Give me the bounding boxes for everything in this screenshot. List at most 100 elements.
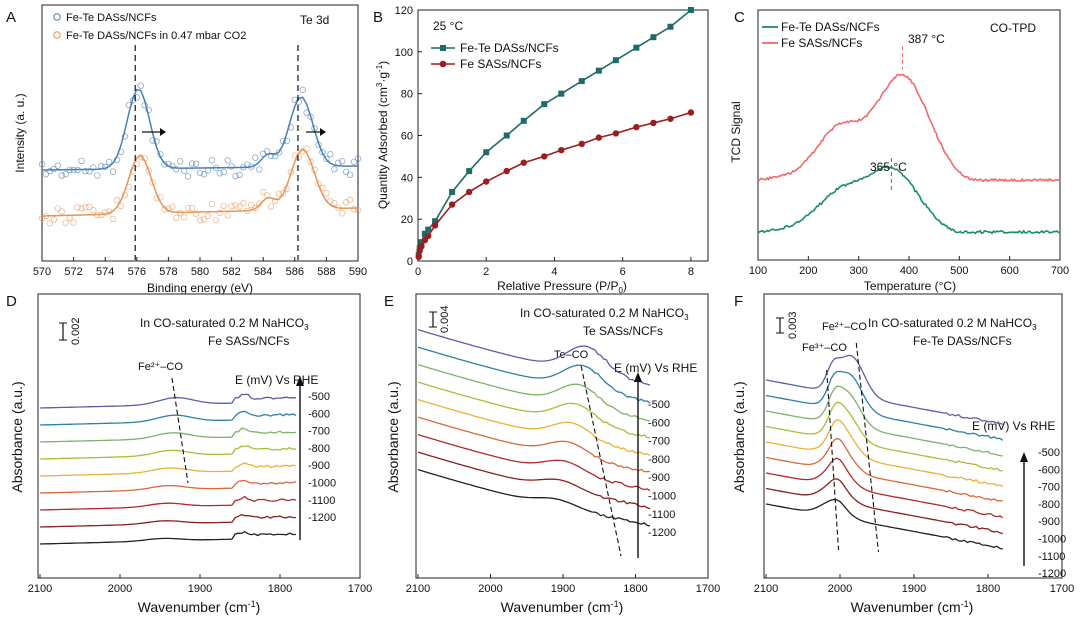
series-1-point [612,57,619,64]
potential-label: -800 [308,443,330,455]
panel-c-xticks: 100 200 300 400 500 600 700 [749,256,1069,277]
legend-b-marker-1 [440,45,446,51]
data-point-orange [271,197,279,204]
data-point-blue [275,149,283,156]
data-point-blue [236,171,243,178]
data-point-orange [50,216,57,223]
data-point-blue [224,157,231,164]
data-point-orange [208,200,216,208]
legend-a-label-2: Fe-Te DASs/NCFs in 0.47 mbar CO2 [66,30,246,42]
legend-a-label-1: Fe-Te DASs/NCFs [66,12,157,24]
spectrum-line [417,433,651,492]
panel-f-series [765,342,1004,553]
data-point-orange [173,214,180,222]
panel-b-annotation: 25 °C [433,19,463,33]
a-ticks-label: 588 [317,266,335,278]
data-point-orange [169,203,176,210]
series-1-point [503,132,510,139]
data-point-blue [354,155,362,162]
series-1-point [421,230,428,237]
panel-d-scalebar: 0.002 [59,317,82,345]
data-point-orange [200,216,208,223]
spectrum-line [417,363,651,422]
data-point-orange [58,208,65,215]
series-1-point [541,101,548,108]
a-ticks-label: 574 [96,266,114,278]
panel-f-frame [763,293,1063,579]
potential-label: -1100 [1038,551,1065,563]
f-ticks-label: 1800 [976,583,1000,595]
legend-b-marker-2 [439,60,447,68]
panel-b-xlabel: Relative Pressure (P/P0) [497,279,627,295]
data-point-blue [82,167,89,175]
a-ticks-label: 590 [349,266,367,278]
data-point-orange [70,219,77,226]
d-ticks-label: 1700 [348,583,372,595]
data-point-blue [42,171,50,178]
spectrum-line [417,381,651,439]
a-ticks-label: 582 [222,266,240,278]
series-1-point [558,90,565,97]
data-point-blue [188,160,196,167]
potential-label: -900 [648,472,670,484]
data-point-orange [260,188,267,196]
shift-arrow-head-1 [160,128,166,136]
fit-line-orange [41,148,359,217]
series-1-point [425,226,432,233]
f-ticks-label: 2000 [828,583,852,595]
panel-e-xticks: 2100 2000 1900 1800 1700 [406,574,720,595]
spectrum-line [39,513,297,528]
e-ticks-label: 1700 [696,583,720,595]
potential-label: -600 [308,408,330,420]
panel-f-letter: F [734,293,743,310]
e-ticks-label: 2000 [478,583,502,595]
series-1-point [595,67,602,74]
data-point-orange [267,203,275,210]
data-point-blue [173,166,180,173]
f-ticks-label: 1700 [1050,583,1074,595]
e-ticks-label: 2100 [406,583,430,595]
tpd-curve-fe-sas [757,73,1061,183]
c-ticks-label: 400 [900,265,918,277]
data-point-orange [252,204,259,212]
series-2-point [520,159,527,166]
legend-a-marker-2 [53,31,61,39]
ytick-label: 20 [401,214,413,226]
data-point-blue [331,165,338,173]
potential-label: -700 [648,436,670,448]
panel-c-series [757,46,1061,235]
panel-f-potential-label: E (mV) Vs RHE [972,419,1055,433]
data-point-blue [220,168,227,176]
series-2-point [595,134,603,141]
potential-label: -800 [1038,499,1060,511]
panel-f-conditions: In CO-saturated 0.2 M NaHCO3 [868,316,1037,332]
f-ticks-label: 2100 [754,583,778,595]
c-ticks-label: 300 [849,265,867,277]
ytick-label: 100 [395,47,413,59]
series-2-point [465,188,473,196]
series-line-2 [417,111,692,257]
series-2-point [687,109,695,116]
band-guide-1 [171,377,189,484]
data-point-orange [256,200,263,207]
potential-label: -1200 [308,512,336,524]
series-2-point [418,243,425,250]
series-1-point [418,239,425,246]
potential-label: -1000 [1038,534,1066,546]
panel-e-potential-label: E (mV) Vs RHE [614,361,697,375]
data-point-orange [62,219,69,226]
data-point-orange [240,200,247,207]
panel-e-series [417,328,651,557]
data-point-blue [90,164,97,171]
data-point-blue [38,161,46,168]
panel-a-xlabel: Binding energy (eV) [147,281,253,295]
scalebar-d-label: 0.002 [70,317,82,345]
data-point-orange [78,205,85,212]
panel-a-xticks: 570 572 574 576 578 580 582 584 586 588 590 [33,257,367,278]
potential-label: -500 [308,391,330,403]
band-guide-1 [855,342,880,553]
panel-b-series [415,7,695,261]
potential-label: -1000 [308,478,336,490]
